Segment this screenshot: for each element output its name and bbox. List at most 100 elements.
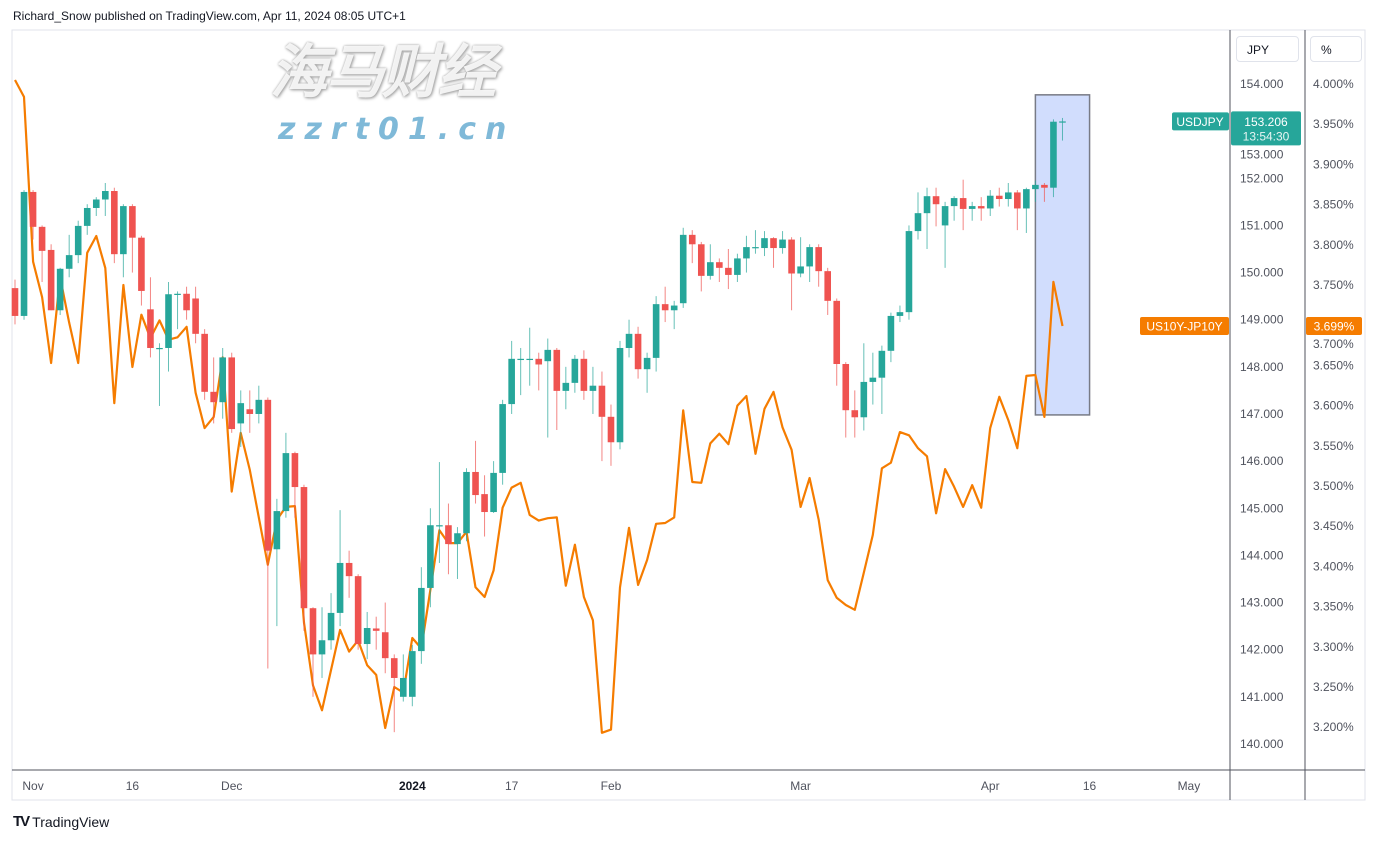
usdjpy-candle[interactable]: [390, 654, 398, 733]
pct-axis[interactable]: 4.000% 3.950% 3.900% 3.850% 3.800% 3.750% 3.70…: [1313, 77, 1354, 734]
usdjpy-candle[interactable]: [228, 352, 236, 433]
usdjpy-candle[interactable]: [977, 197, 985, 221]
usdjpy-candle[interactable]: [11, 279, 19, 325]
usdjpy-candle[interactable]: [282, 432, 290, 518]
footer-brand[interactable]: TV TradingView: [13, 813, 109, 830]
usdjpy-candle[interactable]: [752, 230, 759, 254]
usdjpy-candle[interactable]: [83, 204, 91, 235]
usdjpy-candle[interactable]: [941, 201, 949, 268]
usdjpy-candle[interactable]: [968, 201, 976, 221]
usdjpy-candle[interactable]: [725, 248, 732, 290]
usdjpy-candle[interactable]: [29, 190, 37, 240]
usdjpy-candle[interactable]: [47, 244, 55, 311]
usdjpy-candle[interactable]: [779, 231, 786, 254]
usdjpy-candle[interactable]: [219, 347, 226, 419]
usdjpy-candle[interactable]: [336, 510, 344, 627]
usdjpy-candle[interactable]: [1005, 182, 1012, 207]
usdjpy-candle[interactable]: [688, 230, 696, 264]
usdjpy-candle[interactable]: [454, 527, 461, 579]
usdjpy-candle[interactable]: [237, 390, 245, 447]
usdjpy-candle[interactable]: [354, 574, 362, 650]
usdjpy-candle[interactable]: [273, 498, 281, 627]
usdjpy-candle[interactable]: [788, 237, 795, 311]
usdjpy-candle[interactable]: [409, 644, 416, 707]
usdjpy-candle[interactable]: [887, 312, 895, 363]
usdjpy-candle[interactable]: [210, 357, 217, 424]
usdjpy-candle[interactable]: [761, 231, 768, 257]
usdjpy-candle[interactable]: [327, 593, 335, 650]
usdjpy-candle[interactable]: [833, 298, 841, 386]
usdjpy-candle[interactable]: [436, 462, 443, 563]
usdjpy-candle[interactable]: [923, 187, 931, 249]
usdjpy-candle[interactable]: [860, 343, 868, 431]
usdjpy-candle[interactable]: [1014, 190, 1021, 231]
usdjpy-candle[interactable]: [38, 225, 46, 282]
usdjpy-candle[interactable]: [842, 362, 850, 438]
usdjpy-candle[interactable]: [806, 244, 813, 282]
usdjpy-candle[interactable]: [138, 235, 145, 306]
usdjpy-candle[interactable]: [634, 326, 642, 379]
usdjpy-candle[interactable]: [129, 204, 136, 273]
highlight-range-box[interactable]: [1034, 94, 1091, 416]
usdjpy-candle[interactable]: [914, 192, 922, 240]
time-axis[interactable]: Nov 16 Dec 2024 17 Feb Mar Apr 16 May: [22, 779, 1200, 793]
usdjpy-candle[interactable]: [156, 343, 163, 406]
usdjpy-candle[interactable]: [932, 187, 940, 227]
usdjpy-candle[interactable]: [580, 350, 588, 400]
usdjpy-candle[interactable]: [598, 371, 606, 462]
usdjpy-candle[interactable]: [56, 267, 64, 315]
usdjpy-candle[interactable]: [183, 286, 190, 320]
usdjpy-candle[interactable]: [571, 355, 579, 393]
usdjpy-candle[interactable]: [815, 244, 822, 287]
usdjpy-candle[interactable]: [92, 197, 100, 216]
usdjpy-candle[interactable]: [65, 234, 73, 278]
usdjpy-candle[interactable]: [111, 187, 118, 264]
usdjpy-candle[interactable]: [490, 461, 497, 513]
usdjpy-candle[interactable]: [445, 503, 452, 575]
usdjpy-candle[interactable]: [535, 352, 543, 391]
usdjpy-candle[interactable]: [824, 267, 831, 315]
usdjpy-candle[interactable]: [625, 319, 633, 358]
usdjpy-candle[interactable]: [707, 244, 714, 280]
usdjpy-candle[interactable]: [661, 286, 669, 323]
usdjpy-candle[interactable]: [74, 220, 82, 264]
usdjpy-candle[interactable]: [995, 187, 1003, 207]
usdjpy-candle[interactable]: [174, 291, 181, 330]
usdjpy-candle[interactable]: [102, 182, 109, 216]
usdjpy-candle[interactable]: [896, 305, 904, 323]
usdjpy-candle[interactable]: [165, 281, 172, 372]
usdjpy-candle[interactable]: [770, 237, 777, 268]
usdjpy-candle[interactable]: [905, 225, 913, 320]
usdjpy-candle[interactable]: [255, 385, 263, 424]
usdjpy-candle[interactable]: [1059, 117, 1066, 141]
usdjpy-candle[interactable]: [986, 190, 994, 216]
usdjpy-candle[interactable]: [1050, 119, 1057, 198]
usdjpy-candle[interactable]: [643, 352, 651, 393]
usdjpy-candle[interactable]: [553, 347, 561, 431]
usdjpy-candle[interactable]: [517, 347, 524, 396]
usdjpy-candle[interactable]: [499, 399, 506, 485]
jpy-currency-button[interactable]: JPY: [1236, 36, 1299, 62]
usdjpy-candle[interactable]: [616, 340, 624, 450]
usdjpy-candle[interactable]: [544, 338, 552, 438]
usdjpy-candle[interactable]: [652, 296, 660, 372]
usdjpy-candle[interactable]: [878, 345, 886, 414]
usdjpy-candle[interactable]: [1041, 182, 1048, 202]
usdjpy-candle[interactable]: [526, 327, 534, 386]
usdjpy-candle[interactable]: [508, 340, 515, 414]
usdjpy-candle[interactable]: [959, 179, 967, 231]
usdjpy-candle[interactable]: [797, 237, 804, 278]
usdjpy-candle[interactable]: [318, 607, 326, 678]
usdjpy-candle[interactable]: [607, 404, 615, 466]
usdjpy-candle[interactable]: [291, 451, 299, 518]
usdjpy-candle[interactable]: [851, 390, 859, 438]
usdjpy-candle[interactable]: [300, 484, 308, 631]
usdjpy-candle[interactable]: [381, 602, 389, 674]
usdjpy-candle[interactable]: [734, 253, 741, 282]
usdjpy-candle[interactable]: [697, 241, 705, 292]
usdjpy-candle[interactable]: [372, 616, 380, 650]
usdjpy-candle[interactable]: [363, 611, 371, 660]
usdjpy-candle[interactable]: [1023, 187, 1030, 233]
usdjpy-candle[interactable]: [463, 468, 470, 542]
